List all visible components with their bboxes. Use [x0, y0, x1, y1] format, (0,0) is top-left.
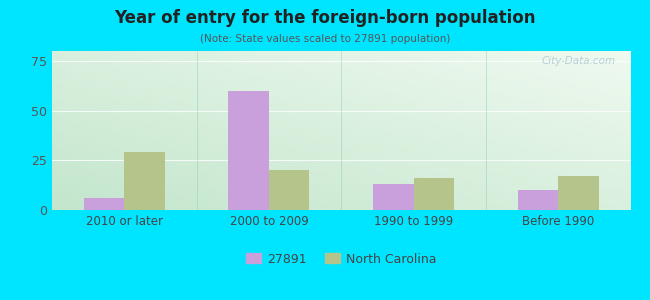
Bar	[228, 91, 269, 210]
Bar	[413, 178, 454, 210]
Bar	[517, 190, 558, 210]
Bar	[84, 198, 124, 210]
Bar	[124, 152, 165, 210]
Text: City-Data.com: City-Data.com	[542, 56, 616, 66]
Text: Year of entry for the foreign-born population: Year of entry for the foreign-born popul…	[114, 9, 536, 27]
Bar	[558, 176, 599, 210]
Bar	[269, 170, 309, 210]
Legend: 27891, North Carolina: 27891, North Carolina	[240, 248, 442, 271]
Text: (Note: State values scaled to 27891 population): (Note: State values scaled to 27891 popu…	[200, 34, 450, 44]
Bar	[373, 184, 413, 210]
